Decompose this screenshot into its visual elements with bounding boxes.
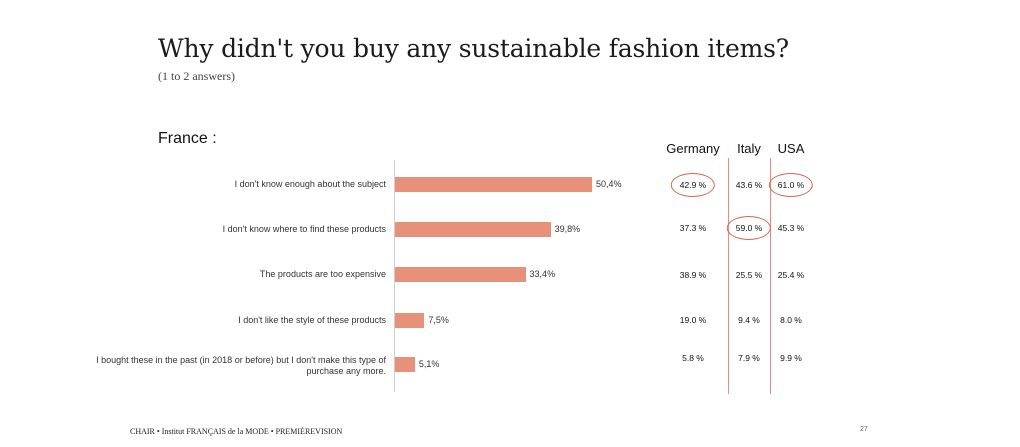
bar: [395, 177, 592, 192]
data-label: 5,1%: [418, 359, 440, 369]
category-label: I bought these in the past (in 2018 or b…: [96, 355, 386, 376]
table-cell: 7.9 %: [738, 353, 760, 363]
table-cell: 19.0 %: [679, 315, 707, 325]
category-label: I don't know where to find these product…: [222, 224, 386, 234]
page-subtitle: (1 to 2 answers): [158, 69, 235, 83]
data-label: 33,4%: [529, 269, 556, 279]
column-header-usa: USA: [777, 141, 805, 156]
table-cell: 5.8 %: [682, 353, 704, 363]
data-label: 50,4%: [596, 179, 622, 189]
table-cell: 9.4 %: [738, 315, 760, 325]
column-header-germany: Germany: [666, 141, 720, 156]
category-label: I don't like the style of these products: [238, 315, 386, 325]
bar: [395, 267, 526, 282]
table-cell: 59.0 %: [726, 216, 772, 240]
column-header-italy: Italy: [737, 141, 761, 156]
bar: [395, 222, 551, 237]
category-axis: [394, 160, 395, 392]
table-cell: 8.0 %: [780, 315, 802, 325]
page-title: Why didn't you buy any sustainable fashi…: [158, 34, 789, 63]
table-cell: 43.6 %: [735, 180, 763, 190]
bar: [395, 313, 425, 328]
footer-logos: CHAIR • Institut FRANÇAIS de la MODE • P…: [130, 427, 343, 436]
table-cell: 25.5 %: [735, 270, 763, 280]
category-label: The products are too expensive: [259, 269, 386, 279]
column-divider: [728, 158, 729, 394]
table-cell: 9.9 %: [780, 353, 802, 363]
table-cell: 45.3 %: [777, 223, 805, 233]
page-number: 27: [860, 426, 868, 433]
chart-title: France :: [158, 130, 217, 147]
column-divider: [770, 158, 771, 394]
category-label: I don't know enough about the subject: [234, 179, 386, 189]
data-label: 39,8%: [554, 224, 581, 234]
table-cell: 38.9 %: [679, 270, 707, 280]
table-cell: 61.0 %: [768, 173, 814, 197]
bar: [395, 357, 415, 372]
table-cell: 37.3 %: [679, 223, 707, 233]
table-cell: 25.4 %: [777, 270, 805, 280]
table-cell: 42.9 %: [670, 173, 716, 197]
data-label: 7,5%: [428, 315, 449, 325]
